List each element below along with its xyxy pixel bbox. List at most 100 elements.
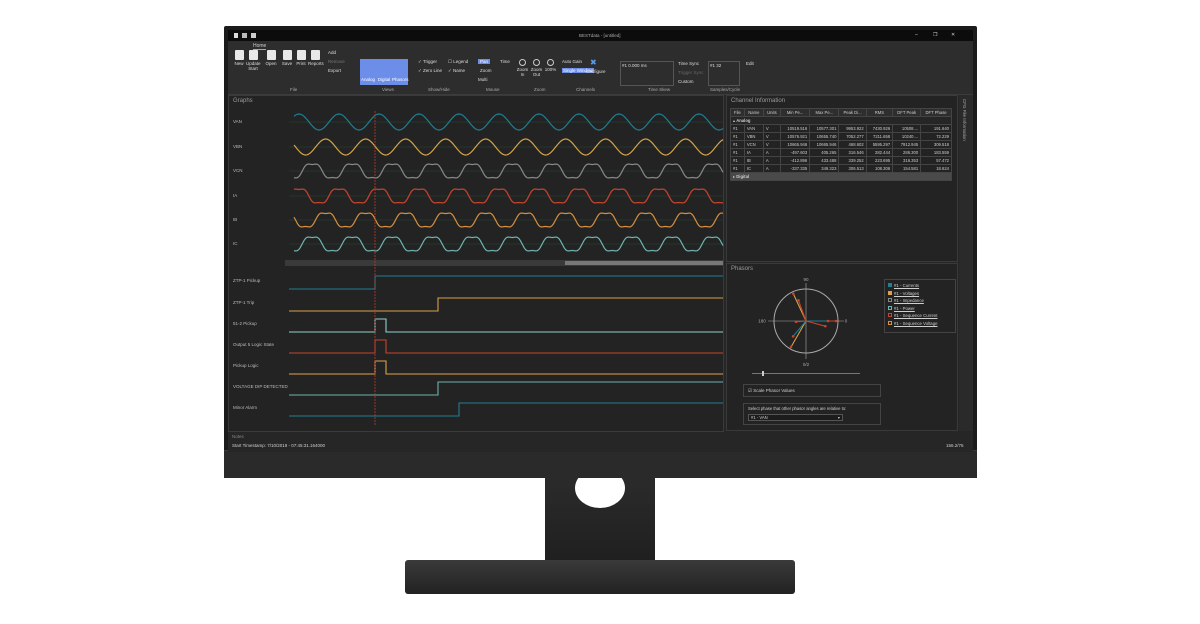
table-row[interactable]: #1 VCN V 10665.946 10665.946 468.602 5595.297 7… [730, 140, 952, 149]
side-tab-cfg[interactable]: CFG File Information [959, 95, 973, 431]
ribbon-small-0[interactable]: Add [328, 50, 337, 55]
new-icon[interactable] [234, 33, 238, 38]
slider-thumb[interactable] [762, 371, 764, 376]
table-cell: 10240.... [892, 132, 922, 141]
button-label: Open [265, 61, 277, 66]
save-icon[interactable] [251, 33, 256, 38]
legend-checkbox[interactable] [888, 290, 892, 295]
legend-item[interactable]: #1 - Currents [888, 283, 952, 288]
ribbon-button-5[interactable]: Reports [308, 50, 324, 66]
table-row[interactable]: #1 IB A -412.896 433.488 339.252 223.695 316.35… [730, 156, 952, 165]
auto-gain-button[interactable]: Auto Gain [562, 59, 583, 64]
column-header[interactable]: Max Pe... [809, 108, 840, 117]
single-window-button[interactable]: Single Window [562, 68, 594, 73]
table-row[interactable]: #1 VBN V 10576.921 10655.740 7052.277 7211.658… [730, 132, 952, 141]
maximize-button[interactable]: ❐ [933, 32, 938, 38]
time-skew-box[interactable]: #1 0.000 ms [620, 61, 674, 86]
legend-item[interactable]: #1 - Sequence Voltage [888, 320, 952, 326]
close-button[interactable]: ✕ [951, 32, 956, 38]
legend-checkbox[interactable] [888, 298, 892, 303]
digital-trace [289, 360, 723, 375]
scrollbar-thumb[interactable] [565, 261, 723, 265]
group-digital[interactable]: ▸ Digital [730, 172, 952, 181]
column-header[interactable]: DFT Peak [892, 108, 922, 117]
phasor-tip [834, 319, 838, 323]
table-cell: VBN [743, 132, 764, 141]
configure-button[interactable]: Configure [586, 69, 606, 74]
time-skew-option-1[interactable]: Trigger Sync [678, 70, 704, 75]
ribbon-button-0[interactable]: New [232, 50, 246, 66]
zoom-icon [519, 59, 526, 66]
column-header[interactable]: Peak Di... [838, 108, 867, 117]
mouse-mode-2[interactable]: Zoom [480, 68, 492, 73]
column-header[interactable]: File [730, 108, 745, 117]
checkbox-zero-line[interactable]: ✓ Zero Line [418, 68, 443, 73]
legend-item[interactable]: #1 - Sequence Current [888, 313, 952, 318]
checkbox-name[interactable]: ✓ Name [448, 68, 466, 73]
mouse-mode-3[interactable]: Multi [478, 77, 488, 82]
legend-checkbox[interactable] [888, 313, 892, 318]
legend-checkbox[interactable] [888, 283, 892, 287]
ribbon-button-3[interactable]: Save [280, 50, 294, 66]
column-header[interactable]: DFT Phase [920, 108, 952, 117]
group-label-channels: Channels [576, 87, 596, 92]
mouse-mode-0[interactable]: Pan [478, 59, 491, 64]
table-row[interactable]: #1 VAN V 10519.516 10577.301 9953.922 7430.926… [730, 124, 952, 133]
start-timestamp: Start Timestamp: 7/10/2019 - 07:45:31.16… [232, 443, 326, 448]
scale-phasor-checkbox[interactable]: ☑ Scale Phasor Values [743, 384, 881, 397]
tab-home[interactable]: Home [253, 43, 267, 50]
checkbox-trigger[interactable]: ✓ Trigger [418, 59, 438, 64]
digital-trace [289, 381, 723, 396]
graph-scrollbar[interactable] [285, 260, 723, 266]
column-header[interactable]: RMS [865, 108, 894, 117]
legend-item[interactable]: #1 - Voltages [888, 290, 952, 296]
graph-canvas[interactable] [229, 96, 725, 433]
column-header[interactable]: Units [762, 108, 782, 117]
time-skew-option-2[interactable]: Custom [678, 79, 694, 84]
ribbon-button-1[interactable]: Update Start [246, 50, 261, 71]
mouse-mode-1[interactable]: Time [500, 59, 510, 64]
analog-label-ic: IC [233, 241, 238, 246]
minimize-button[interactable]: – [915, 32, 918, 38]
group-label-file: File [290, 87, 298, 92]
column-header[interactable]: Min Pe... [779, 108, 811, 117]
checkbox-legend[interactable]: ☐ Legend [448, 59, 469, 64]
phasor-tip [789, 345, 793, 349]
notes-label[interactable]: Notes [232, 434, 244, 439]
open-icon[interactable] [242, 33, 247, 38]
zoom-button-0[interactable]: Zoom In [516, 59, 529, 77]
phasor-diagram[interactable]: 90 180 0 0/2 [727, 264, 877, 374]
table-cell: VAN [743, 124, 764, 133]
table-cell: #1 [730, 140, 745, 149]
button-icon [282, 50, 292, 60]
column-header[interactable]: Name [743, 108, 764, 117]
table-cell: 57.472 [920, 156, 952, 165]
edit-button[interactable]: Edit [746, 61, 754, 66]
ribbon-small-1[interactable]: Remove [328, 59, 345, 64]
relative-phase-select[interactable]: #1 - VAN ▾ [748, 414, 843, 421]
legend-item[interactable]: #1 - Power [888, 305, 952, 311]
phasor-legend: #1 - Currents #1 - Voltages #1 - Impedance… [884, 279, 956, 333]
legend-checkbox[interactable] [888, 305, 892, 310]
phasor-scale-slider[interactable] [752, 371, 860, 376]
view-button-1[interactable]: Digital [376, 59, 392, 85]
view-button-0[interactable]: Analog [360, 59, 376, 85]
legend-checkbox[interactable] [888, 320, 892, 325]
ribbon-button-2[interactable]: Open [264, 50, 278, 66]
zoom-button-1[interactable]: Zoom Out [530, 59, 543, 77]
view-button-2[interactable]: Phasors [392, 59, 409, 85]
table-cell: 282.444 [865, 148, 894, 157]
group-analog[interactable]: ▴ Analog [730, 116, 952, 125]
graphs-title: Graphs [233, 98, 253, 104]
zoom-button-2[interactable]: 100% [544, 59, 557, 72]
table-row[interactable]: #1 IC A -337.335 349.323 306.513 108.306 154.58… [730, 164, 952, 173]
ribbon-small-2[interactable]: Export [328, 68, 342, 73]
time-skew-option-0[interactable]: Time Sync [678, 61, 700, 66]
ribbon-button-4[interactable]: Print [294, 50, 308, 66]
samples-box[interactable]: #1 32 [708, 61, 740, 86]
table-row[interactable]: #1 IA A -497.603 405.265 316.546 282.444 286.30… [730, 148, 952, 157]
configure-icon[interactable]: ✖ [590, 58, 597, 67]
channel-table: File Name Units Min Pe... Max Pe... Peak Di..… [730, 108, 952, 181]
table-cell: -497.603 [779, 148, 811, 157]
legend-item[interactable]: #1 - Impedance [888, 298, 952, 303]
